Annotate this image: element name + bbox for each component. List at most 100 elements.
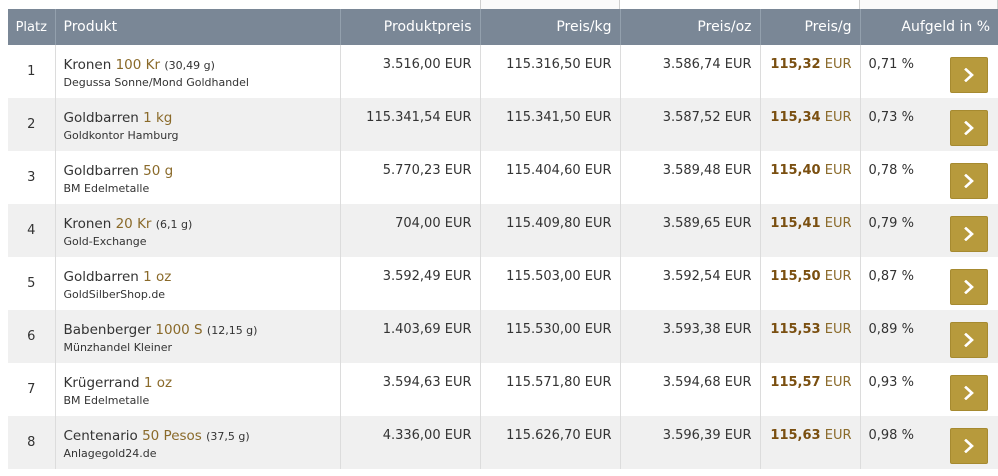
product-amount[interactable]: 20 Kr: [115, 216, 152, 232]
header-price-per-g[interactable]: Preis/g: [759, 9, 860, 45]
header-product[interactable]: Produkt: [54, 9, 340, 45]
table-row: 7 Krügerrand 1 oz BM Edelmetalle 3.594,6…: [8, 363, 998, 416]
premium-value: 0,71 %: [868, 57, 914, 72]
chevron-right-icon: [964, 174, 974, 188]
premium-value: 0,89 %: [868, 322, 914, 337]
dealer-name[interactable]: Goldkontor Hamburg: [63, 129, 179, 142]
rank-cell: 1: [27, 64, 36, 79]
rank-cell: 3: [27, 170, 36, 185]
table-row: 4 Kronen 20 Kr (6,1 g) Gold-Exchange 704…: [8, 204, 998, 257]
product-name[interactable]: Goldbarren: [63, 163, 139, 179]
price-per-g: 115,32 EUR: [759, 45, 860, 98]
go-to-offer-button[interactable]: [950, 375, 988, 411]
price-per-g-value: 115,63: [770, 428, 821, 443]
price-per-g: 115,50 EUR: [759, 257, 860, 310]
chevron-right-icon: [964, 227, 974, 241]
dealer-name[interactable]: BM Edelmetalle: [63, 394, 150, 407]
table-header-row: Platz Produkt Produktpreis Preis/kg Prei…: [8, 9, 998, 45]
go-to-offer-button[interactable]: [950, 216, 988, 252]
rank-cell: 7: [27, 382, 36, 397]
product-name[interactable]: Babenberger: [63, 322, 152, 338]
product-weight: (37,5 g): [206, 430, 250, 443]
table-row: 6 Babenberger 1000 S (12,15 g) Münzhande…: [8, 310, 998, 363]
go-to-offer-button[interactable]: [950, 163, 988, 199]
dealer-name[interactable]: GoldSilberShop.de: [63, 288, 166, 301]
product-amount[interactable]: 1 kg: [143, 110, 173, 126]
price-per-kg: 115.404,60 EUR: [479, 151, 620, 204]
go-to-offer-button[interactable]: [950, 428, 988, 464]
price-per-g-unit: EUR: [824, 216, 852, 231]
price-per-g-unit: EUR: [824, 375, 852, 390]
price-per-oz: 3.587,52 EUR: [619, 98, 760, 151]
product-name[interactable]: Goldbarren: [63, 110, 139, 126]
go-to-offer-button[interactable]: [950, 57, 988, 93]
premium-cell: 0,89 %: [859, 310, 998, 363]
dealer-name[interactable]: Münzhandel Kleiner: [63, 341, 173, 354]
price-per-g-unit: EUR: [824, 110, 852, 125]
price-per-oz: 3.594,68 EUR: [619, 363, 760, 416]
price-per-g: 115,57 EUR: [759, 363, 860, 416]
product-amount[interactable]: 50 Pesos: [142, 428, 202, 444]
premium-value: 0,78 %: [868, 163, 914, 178]
product-cell: Goldbarren 50 g BM Edelmetalle: [54, 151, 340, 204]
price-per-oz: 3.592,54 EUR: [619, 257, 760, 310]
product-amount[interactable]: 1000 S: [155, 322, 203, 338]
product-weight: (30,49 g): [164, 59, 215, 72]
price-per-kg: 115.571,80 EUR: [479, 363, 620, 416]
product-weight: (6,1 g): [155, 218, 193, 231]
product-amount[interactable]: 1 oz: [143, 269, 172, 285]
product-name[interactable]: Goldbarren: [63, 269, 139, 285]
premium-cell: 0,87 %: [859, 257, 998, 310]
price-per-g-unit: EUR: [824, 322, 852, 337]
premium-value: 0,93 %: [868, 375, 914, 390]
price-per-g: 115,53 EUR: [759, 310, 860, 363]
product-name[interactable]: Kronen: [63, 216, 112, 232]
table-row: 3 Goldbarren 50 g BM Edelmetalle 5.770,2…: [8, 151, 998, 204]
chevron-right-icon: [964, 68, 974, 82]
price-per-g-value: 115,53: [770, 322, 821, 337]
header-rank[interactable]: Platz: [15, 19, 47, 35]
price-per-g-value: 115,32: [770, 57, 821, 72]
product-price: 3.594,63 EUR: [339, 363, 480, 416]
go-to-offer-button[interactable]: [950, 269, 988, 305]
product-price: 115.341,54 EUR: [339, 98, 480, 151]
product-amount[interactable]: 100 Kr: [115, 57, 161, 73]
go-to-offer-button[interactable]: [950, 110, 988, 146]
product-name[interactable]: Krügerrand: [63, 375, 140, 391]
dealer-name[interactable]: BM Edelmetalle: [63, 182, 150, 195]
price-per-g-unit: EUR: [824, 428, 852, 443]
product-name[interactable]: Centenario: [63, 428, 138, 444]
header-price-per-kg[interactable]: Preis/kg: [479, 9, 620, 45]
price-per-kg: 115.341,50 EUR: [479, 98, 620, 151]
product-amount[interactable]: 1 oz: [143, 375, 173, 391]
top-tab: [480, 0, 620, 9]
price-per-g: 115,40 EUR: [759, 151, 860, 204]
premium-cell: 0,79 %: [859, 204, 998, 257]
product-name[interactable]: Kronen: [63, 57, 112, 73]
chevron-right-icon: [964, 439, 974, 453]
product-price: 1.403,69 EUR: [339, 310, 480, 363]
premium-cell: 0,98 %: [859, 416, 998, 469]
price-per-kg: 115.503,00 EUR: [479, 257, 620, 310]
product-price: 704,00 EUR: [339, 204, 480, 257]
product-amount[interactable]: 50 g: [143, 163, 174, 179]
header-price-per-oz[interactable]: Preis/oz: [619, 9, 760, 45]
chevron-right-icon: [964, 333, 974, 347]
chevron-right-icon: [964, 121, 974, 135]
price-per-kg: 115.530,00 EUR: [479, 310, 620, 363]
chevron-right-icon: [964, 280, 974, 294]
header-premium[interactable]: Aufgeld in %: [859, 9, 998, 45]
header-product-price[interactable]: Produktpreis: [339, 9, 480, 45]
product-cell: Kronen 20 Kr (6,1 g) Gold-Exchange: [54, 204, 340, 257]
product-price: 3.592,49 EUR: [339, 257, 480, 310]
premium-value: 0,98 %: [868, 428, 914, 443]
dealer-name[interactable]: Degussa Sonne/Mond Goldhandel: [63, 76, 249, 89]
go-to-offer-button[interactable]: [950, 322, 988, 358]
dealer-name[interactable]: Gold-Exchange: [63, 235, 147, 248]
top-tab-strip: [0, 0, 998, 9]
price-per-kg: 115.409,80 EUR: [479, 204, 620, 257]
rank-cell: 5: [27, 276, 36, 291]
top-tab: [859, 0, 998, 9]
premium-cell: 0,93 %: [859, 363, 998, 416]
dealer-name[interactable]: Anlagegold24.de: [63, 447, 157, 460]
